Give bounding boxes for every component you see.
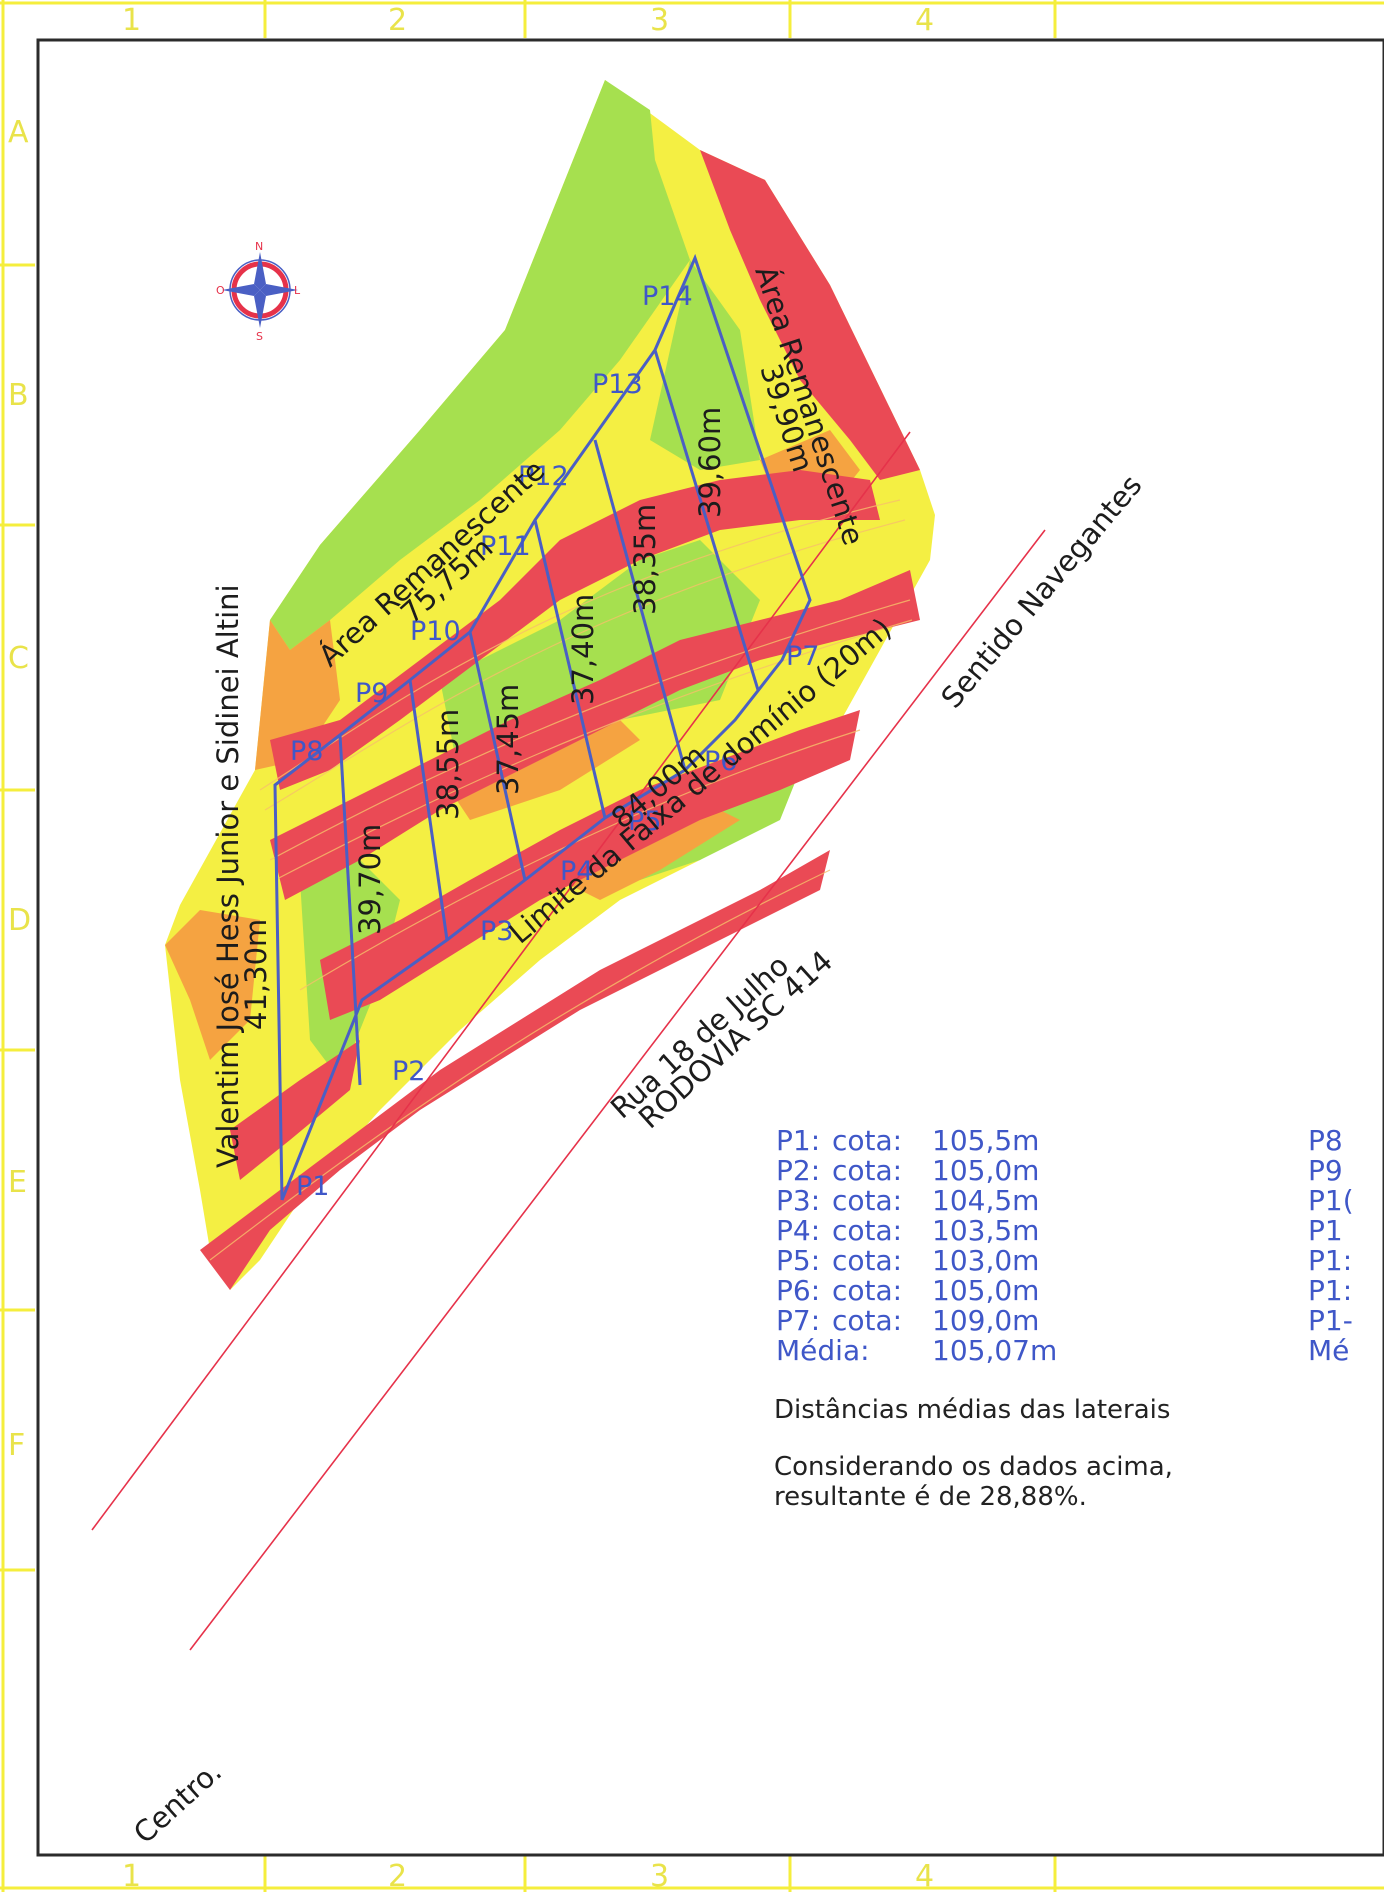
section-line: [533, 519, 607, 819]
road-line: [91, 431, 911, 1531]
table-row-point: P6:: [776, 1274, 820, 1307]
grid-row-label: B: [8, 378, 29, 413]
point-label: P9: [355, 678, 388, 709]
grid-col-label: 4: [915, 3, 934, 38]
table-row-label: cota:: [832, 1304, 902, 1337]
table-row-label: cota:: [832, 1154, 902, 1187]
table-row-point: P4:: [776, 1214, 820, 1247]
section-line: [653, 349, 760, 691]
table-row-point: P5:: [776, 1244, 820, 1277]
note-line: Considerando os dados acima,: [774, 1452, 1173, 1482]
table-media-label: Média:: [776, 1334, 870, 1367]
section-distance: 38,35m: [628, 504, 662, 615]
grid-col-label: 1: [122, 3, 141, 38]
point-label: P13: [592, 369, 643, 400]
table-row-point: P7:: [776, 1304, 820, 1337]
slope-terrain: [165, 80, 935, 1290]
elevation-table: P1: cota: 105,5m P2: cota: 105,0m P3: co…: [776, 1124, 1354, 1367]
section-distance-labels: 39,70m 38,55m 37,45m 37,40m 38,35m 39,60…: [353, 407, 727, 935]
table-right-col: P1-: [1308, 1304, 1353, 1337]
table-row-value: 105,0m: [932, 1274, 1039, 1307]
point-label: P14: [642, 281, 693, 312]
point-label: P10: [410, 616, 461, 647]
note-line: Distâncias médias das laterais: [774, 1395, 1170, 1425]
table-row-value: 105,0m: [932, 1154, 1039, 1187]
table-row-value: 105,5m: [932, 1124, 1039, 1157]
table-row-label: cota:: [832, 1214, 902, 1247]
point-label: P2: [392, 1056, 425, 1087]
grid-row-label: E: [8, 1165, 27, 1200]
table-row-label: cota:: [832, 1124, 902, 1157]
table-row-point: P3:: [776, 1184, 820, 1217]
compass-north-letter: N: [255, 240, 263, 253]
section-distance: 38,55m: [431, 709, 465, 820]
section-distance: 37,45m: [491, 684, 525, 795]
table-row-label: cota:: [832, 1274, 902, 1307]
grid-col-label: 3: [650, 3, 669, 38]
neighbor-owners-label: Valentim José Hess Junior e Sidinei Alti…: [211, 584, 245, 1168]
point-labels: P1 P2 P3 P4 P5 P6 P7 P8 P9 P10 P11 P12 P…: [290, 281, 819, 1202]
table-right-col: P1(: [1308, 1184, 1354, 1217]
table-right-col: P8: [1308, 1124, 1343, 1157]
road-lines: [91, 431, 1046, 1651]
compass-rose-icon: N S O L: [216, 240, 301, 343]
compass-west-letter: O: [216, 284, 225, 297]
table-row-value: 109,0m: [932, 1304, 1039, 1337]
point-label: P4: [560, 856, 593, 887]
grid-row-label: C: [8, 641, 29, 676]
grid-col-label: 1: [122, 1859, 141, 1892]
section-line: [593, 439, 687, 771]
summary-notes: Distâncias médias das laterais Considera…: [774, 1395, 1173, 1512]
point-label: P8: [290, 736, 323, 767]
point-label: P6: [704, 746, 737, 777]
contour-lines: [209, 499, 913, 1261]
lot-polygon: [273, 253, 812, 1201]
section-distance: 39,60m: [693, 407, 727, 518]
grid-column-labels-bottom: 1 2 3 4: [122, 1859, 934, 1892]
grid-col-label: 4: [915, 1859, 934, 1892]
table-right-col: P1: [1308, 1214, 1343, 1247]
lot-boundary: [273, 253, 812, 1201]
section-distance: 37,40m: [566, 594, 600, 705]
grid-row-label: D: [8, 903, 31, 938]
section-line: [468, 631, 527, 881]
table-media-value: 105,07m: [932, 1334, 1057, 1367]
point-label: P7: [786, 641, 819, 672]
point-label: P12: [518, 461, 569, 492]
table-right-col: P9: [1308, 1154, 1343, 1187]
grid-col-label: 3: [650, 1859, 669, 1892]
table-right-col: P1:: [1308, 1274, 1352, 1307]
table-row-label: cota:: [832, 1184, 902, 1217]
note-line: resultante é de 28,88%.: [774, 1482, 1087, 1512]
road-line: [189, 529, 1046, 1651]
point-label: P5: [628, 806, 661, 837]
table-row-point: P2:: [776, 1154, 820, 1187]
table-row-value: 103,5m: [932, 1214, 1039, 1247]
table-row-value: 104,5m: [932, 1184, 1039, 1217]
table-right-col: Mé: [1308, 1334, 1349, 1367]
grid-row-label: A: [8, 115, 29, 150]
side-left-distance: 41,30m: [239, 919, 273, 1030]
point-label: P3: [480, 916, 513, 947]
table-row-point: P1:: [776, 1124, 820, 1157]
section-distance: 39,70m: [353, 824, 387, 935]
section-line: [408, 679, 449, 941]
compass-south-letter: S: [256, 330, 263, 343]
section-line: [338, 734, 362, 1086]
grid-col-label: 2: [388, 3, 407, 38]
table-right-col: P1:: [1308, 1244, 1352, 1277]
point-label: P1: [296, 1171, 329, 1202]
grid-column-labels-top: 1 2 3 4: [122, 3, 934, 38]
table-row-label: cota:: [832, 1244, 902, 1277]
grid-row-label: F: [8, 1428, 25, 1463]
point-label: P11: [480, 531, 531, 562]
grid-row-labels: A B C D E F: [8, 115, 31, 1463]
compass-east-letter: L: [294, 284, 301, 297]
table-row-value: 103,0m: [932, 1244, 1039, 1277]
grid-col-label: 2: [388, 1859, 407, 1892]
